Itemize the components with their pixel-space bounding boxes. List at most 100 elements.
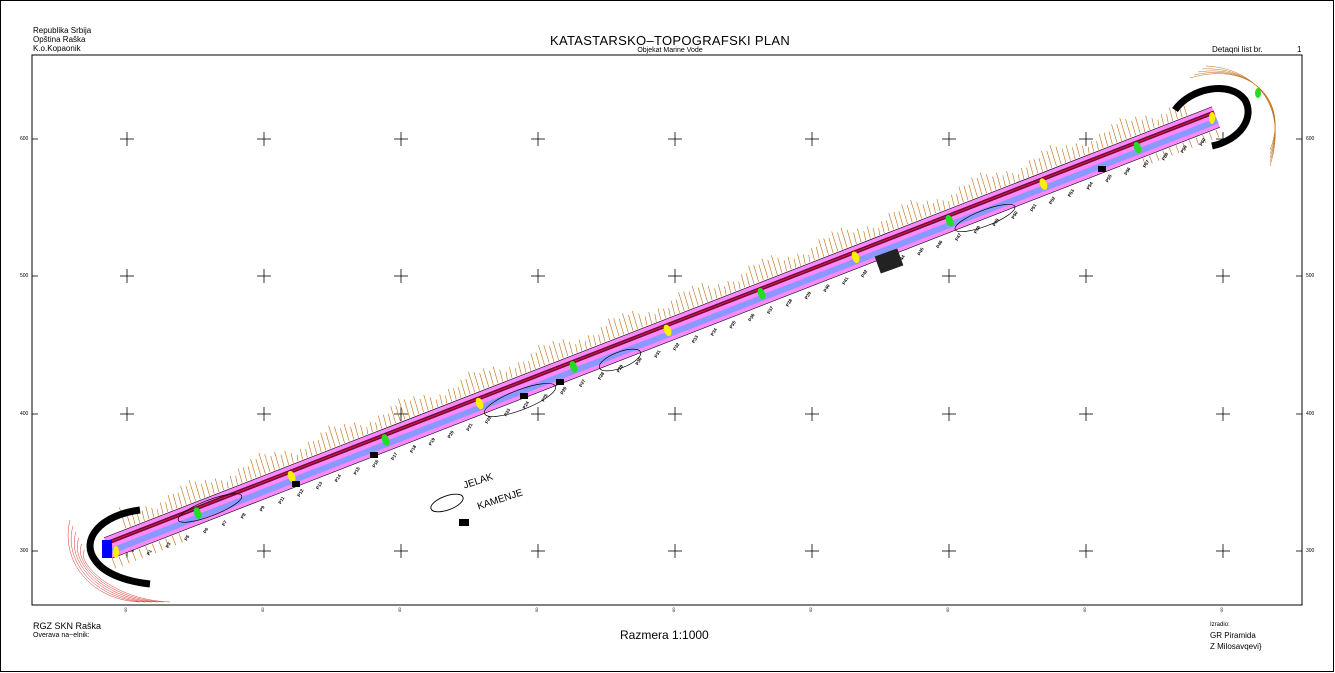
terrain-hatch [509, 367, 513, 379]
terrain-hatch [1135, 116, 1141, 134]
terrain-hatch [141, 510, 145, 522]
profile-label: P21 [465, 422, 474, 432]
terrain-hatch [250, 459, 257, 478]
terrain-hatch [383, 414, 387, 427]
contour-line [80, 543, 165, 603]
terrain-hatch [663, 308, 666, 319]
terrain-hatch [1090, 140, 1095, 152]
terrain-hatch [158, 540, 163, 551]
x-tick-label: 00 [1082, 607, 1087, 612]
contour-line [67, 519, 141, 603]
terrain-hatch [631, 310, 638, 330]
approver-label: Overava na~elnik: [33, 632, 90, 639]
terrain-hatch [1096, 140, 1099, 150]
profile-label: P42 [860, 268, 869, 278]
terrain-hatch [178, 533, 183, 543]
terrain-hatch [802, 254, 806, 264]
terrain-hatch [886, 220, 890, 232]
left-end-structure [86, 506, 151, 588]
profile-marker [851, 251, 860, 263]
grid-x-ticks: 00 00 00 00 00 00 00 00 00 [123, 607, 1224, 612]
x-tick-label: 00 [534, 607, 539, 612]
profile-label: P34 [710, 327, 719, 337]
terrain-hatch [194, 481, 201, 500]
terrain-hatch [1175, 145, 1180, 153]
profile-label: P53 [1067, 188, 1076, 198]
terrain-hatch [1065, 144, 1071, 161]
profile-label: P20 [446, 429, 455, 439]
terrain-hatch [530, 353, 536, 369]
terrain-hatch [1208, 132, 1213, 141]
terrain-hatch [517, 362, 522, 375]
terrain-hatch [1142, 158, 1146, 166]
terrain-hatch [419, 398, 424, 413]
terrain-hatch [701, 283, 708, 303]
terrain-hatch [584, 341, 587, 350]
terrain-hatch [958, 186, 964, 203]
profile-label: P56 [1123, 166, 1132, 176]
terrain-hatch [578, 339, 583, 351]
terrain-hatch [724, 286, 727, 295]
terrain-hatch [638, 313, 643, 328]
terrain-hatch [1141, 119, 1146, 132]
rock-symbol [370, 452, 378, 458]
profile-label: P52 [1048, 195, 1057, 205]
terrain-hatch [221, 480, 224, 491]
profile-label: P59 [1180, 144, 1189, 154]
terrain-hatch [777, 257, 783, 274]
terrain-hatch [986, 174, 992, 192]
terrain-hatch [499, 369, 504, 382]
terrain-hatch [558, 342, 564, 359]
profile-labels: P1 P3 P5 P6 P7 P8 P9 P11 P12 P13 P14 P15 P16 P17 P18 P1… [146, 137, 1207, 556]
profile-marker [193, 507, 202, 519]
profile-label: P1 [146, 548, 153, 556]
profile-label: P23 [503, 407, 512, 417]
profile-marker [1039, 178, 1048, 190]
profile-marker [945, 214, 954, 227]
terrain-hatch [328, 425, 336, 447]
y-label-600-right: 600 [1306, 136, 1315, 142]
x-tick-label: 00 [945, 607, 950, 612]
rock-symbol [1098, 166, 1106, 172]
terrain-hatch [1049, 145, 1057, 167]
profile-label: P60 [1198, 137, 1207, 147]
terrain-hatch [1116, 123, 1122, 141]
terrain-hatch [675, 299, 680, 313]
terrain-hatch [482, 368, 490, 388]
contour-line [1189, 73, 1276, 151]
terrain-hatch [325, 432, 331, 449]
profile-label: P40 [822, 283, 831, 293]
terrain-hatch [622, 313, 629, 333]
terrain-hatch [968, 184, 974, 199]
terrain-hatch [552, 340, 559, 360]
terrain-hatch [628, 315, 634, 331]
x-tick-label: 00 [123, 607, 128, 612]
terrain-hatch [535, 352, 541, 368]
terrain-hatch [390, 406, 397, 424]
terrain-hatch [840, 227, 848, 248]
rock-symbol [520, 393, 528, 399]
profile-label: P31 [653, 349, 662, 359]
terrain-hatch [523, 361, 527, 373]
terrain-hatch [1075, 143, 1081, 158]
profile-label: P9 [259, 505, 266, 513]
y-label-400: 400 [20, 411, 29, 417]
terrain-hatch [366, 427, 369, 435]
terrain-hatch [145, 546, 150, 556]
terrain-hatch [797, 253, 801, 266]
terrain-hatch [787, 256, 792, 270]
terrain-hatch [334, 426, 341, 446]
terrain-hatch [727, 281, 732, 293]
terrain-hatch [1162, 150, 1166, 159]
profile-label: P16 [371, 458, 380, 468]
terrain-hatch [343, 423, 350, 442]
terrain-hatch [505, 371, 508, 380]
terrain-hatch [575, 344, 578, 353]
route-axis-line [106, 111, 1215, 544]
terrain-hatch [1046, 150, 1053, 169]
route-outer-band [104, 106, 1220, 559]
terrain-hatch [200, 483, 206, 498]
terrain-hatch [235, 475, 238, 485]
profile-label: P3 [165, 541, 172, 549]
